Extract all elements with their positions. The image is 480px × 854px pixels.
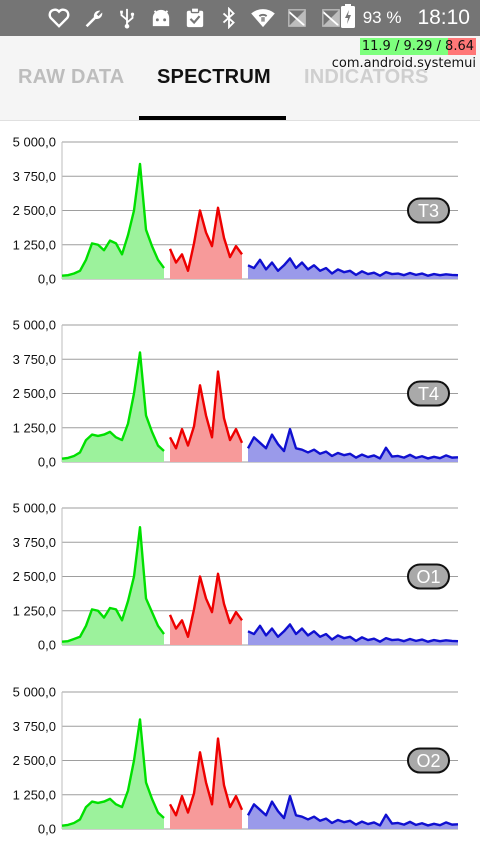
channel-label: T4 (418, 384, 439, 404)
y-tick-label: 2 500,0 (13, 386, 56, 401)
channel-badge (407, 380, 450, 407)
y-tick-label: 5 000,0 (13, 318, 56, 333)
y-tick-label: 0,0 (38, 272, 56, 287)
band-area-3 (248, 258, 458, 279)
battery-percent: 93 % (362, 8, 402, 27)
signal-off-icon (280, 6, 314, 30)
clock: 18:10 (417, 6, 470, 29)
band-line-1 (61, 162, 165, 277)
process-name: com.android.systemui (331, 56, 476, 71)
signal-off-icon (314, 6, 348, 30)
cpu-load-readout: 11.9 / 9.29 / 8.64 (359, 38, 476, 55)
y-tick-label: 1 250,0 (13, 787, 56, 802)
y-tick-label: 0,0 (38, 638, 56, 653)
tab-spectrum[interactable]: SPECTRUM (157, 66, 271, 88)
spectrum-chart-o2: 0,0 1 250,0 2 500,0 3 750,0 5 000,0 O2 (0, 682, 480, 842)
band-line-1 (61, 718, 165, 827)
status-bar: 93 % 18:10 (0, 0, 480, 36)
band-line-2 (168, 370, 244, 450)
channel-badge (407, 747, 450, 774)
y-tick-label: 0,0 (38, 455, 56, 470)
band-line-3 (247, 257, 459, 277)
spectrum-chart-o1: 0,0 1 250,0 2 500,0 3 750,0 5 000,0 O1 (0, 498, 480, 658)
tab-bar: RAW DATA SPECTRUM INDICATORS (0, 36, 480, 121)
bluetooth-icon (212, 6, 246, 30)
active-tab-indicator (139, 116, 286, 120)
usb-icon (110, 6, 144, 30)
band-area-1 (62, 719, 164, 829)
band-line-2 (168, 737, 244, 817)
band-area-3 (248, 796, 458, 829)
channel-badge (407, 563, 450, 590)
band-area-1 (62, 352, 164, 462)
band-line-2 (168, 206, 243, 272)
y-tick-label: 2 500,0 (13, 753, 56, 768)
y-tick-label: 1 250,0 (13, 603, 56, 618)
band-area-2 (170, 207, 242, 279)
band-area-1 (62, 527, 164, 645)
chart-svg: 0,0 1 250,0 2 500,0 3 750,0 5 000,0 O1 (13, 501, 459, 653)
y-tick-label: 3 750,0 (13, 169, 56, 184)
band-line-3 (246, 427, 459, 460)
band-area-3 (248, 624, 458, 645)
y-tick-label: 3 750,0 (13, 535, 56, 550)
channel-badge (407, 197, 450, 224)
band-area-2 (170, 573, 242, 645)
y-tick-label: 5 000,0 (13, 685, 56, 700)
y-tick-label: 5 000,0 (13, 501, 56, 516)
y-tick-label: 5 000,0 (13, 135, 56, 150)
wifi-icon (246, 6, 280, 30)
y-tick-label: 2 500,0 (13, 203, 56, 218)
band-line-3 (246, 794, 459, 827)
band-area-3 (248, 429, 458, 462)
spectrum-chart-t3: 0,0 1 250,0 2 500,0 3 750,0 5 000,0 T3 (0, 132, 480, 292)
heart-outline-icon (42, 6, 76, 30)
android-icon (144, 6, 178, 30)
band-line-2 (168, 572, 243, 638)
band-line-1 (61, 351, 165, 460)
y-tick-label: 3 750,0 (13, 352, 56, 367)
y-tick-label: 1 250,0 (13, 237, 56, 252)
band-line-1 (61, 525, 165, 643)
band-line-3 (247, 623, 459, 643)
clipboard-check-icon (178, 6, 212, 30)
notification-icons (42, 6, 348, 30)
channel-label: O2 (416, 751, 440, 771)
wrench-icon (76, 6, 110, 30)
chart-svg: 0,0 1 250,0 2 500,0 3 750,0 5 000,0 O2 (13, 685, 459, 837)
status-right: 93 % 18:10 (340, 0, 470, 36)
y-tick-label: 0,0 (38, 822, 56, 837)
chart-svg: 0,0 1 250,0 2 500,0 3 750,0 5 000,0 T3 (13, 135, 459, 287)
y-tick-label: 2 500,0 (13, 569, 56, 584)
y-tick-label: 3 750,0 (13, 719, 56, 734)
channel-label: O1 (416, 567, 440, 587)
tab-indicators[interactable]: INDICATORS (304, 66, 429, 88)
chart-svg: 0,0 1 250,0 2 500,0 3 750,0 5 000,0 T4 (13, 318, 459, 470)
tab-raw-data[interactable]: RAW DATA (18, 66, 125, 88)
debug-overlay: 11.9 / 9.29 / 8.64 com.android.systemui (332, 38, 476, 72)
battery-charging-icon (340, 3, 355, 33)
y-tick-label: 1 250,0 (13, 420, 56, 435)
channel-label: T3 (418, 201, 439, 221)
band-area-1 (62, 163, 164, 279)
spectrum-chart-t4: 0,0 1 250,0 2 500,0 3 750,0 5 000,0 T4 (0, 315, 480, 475)
